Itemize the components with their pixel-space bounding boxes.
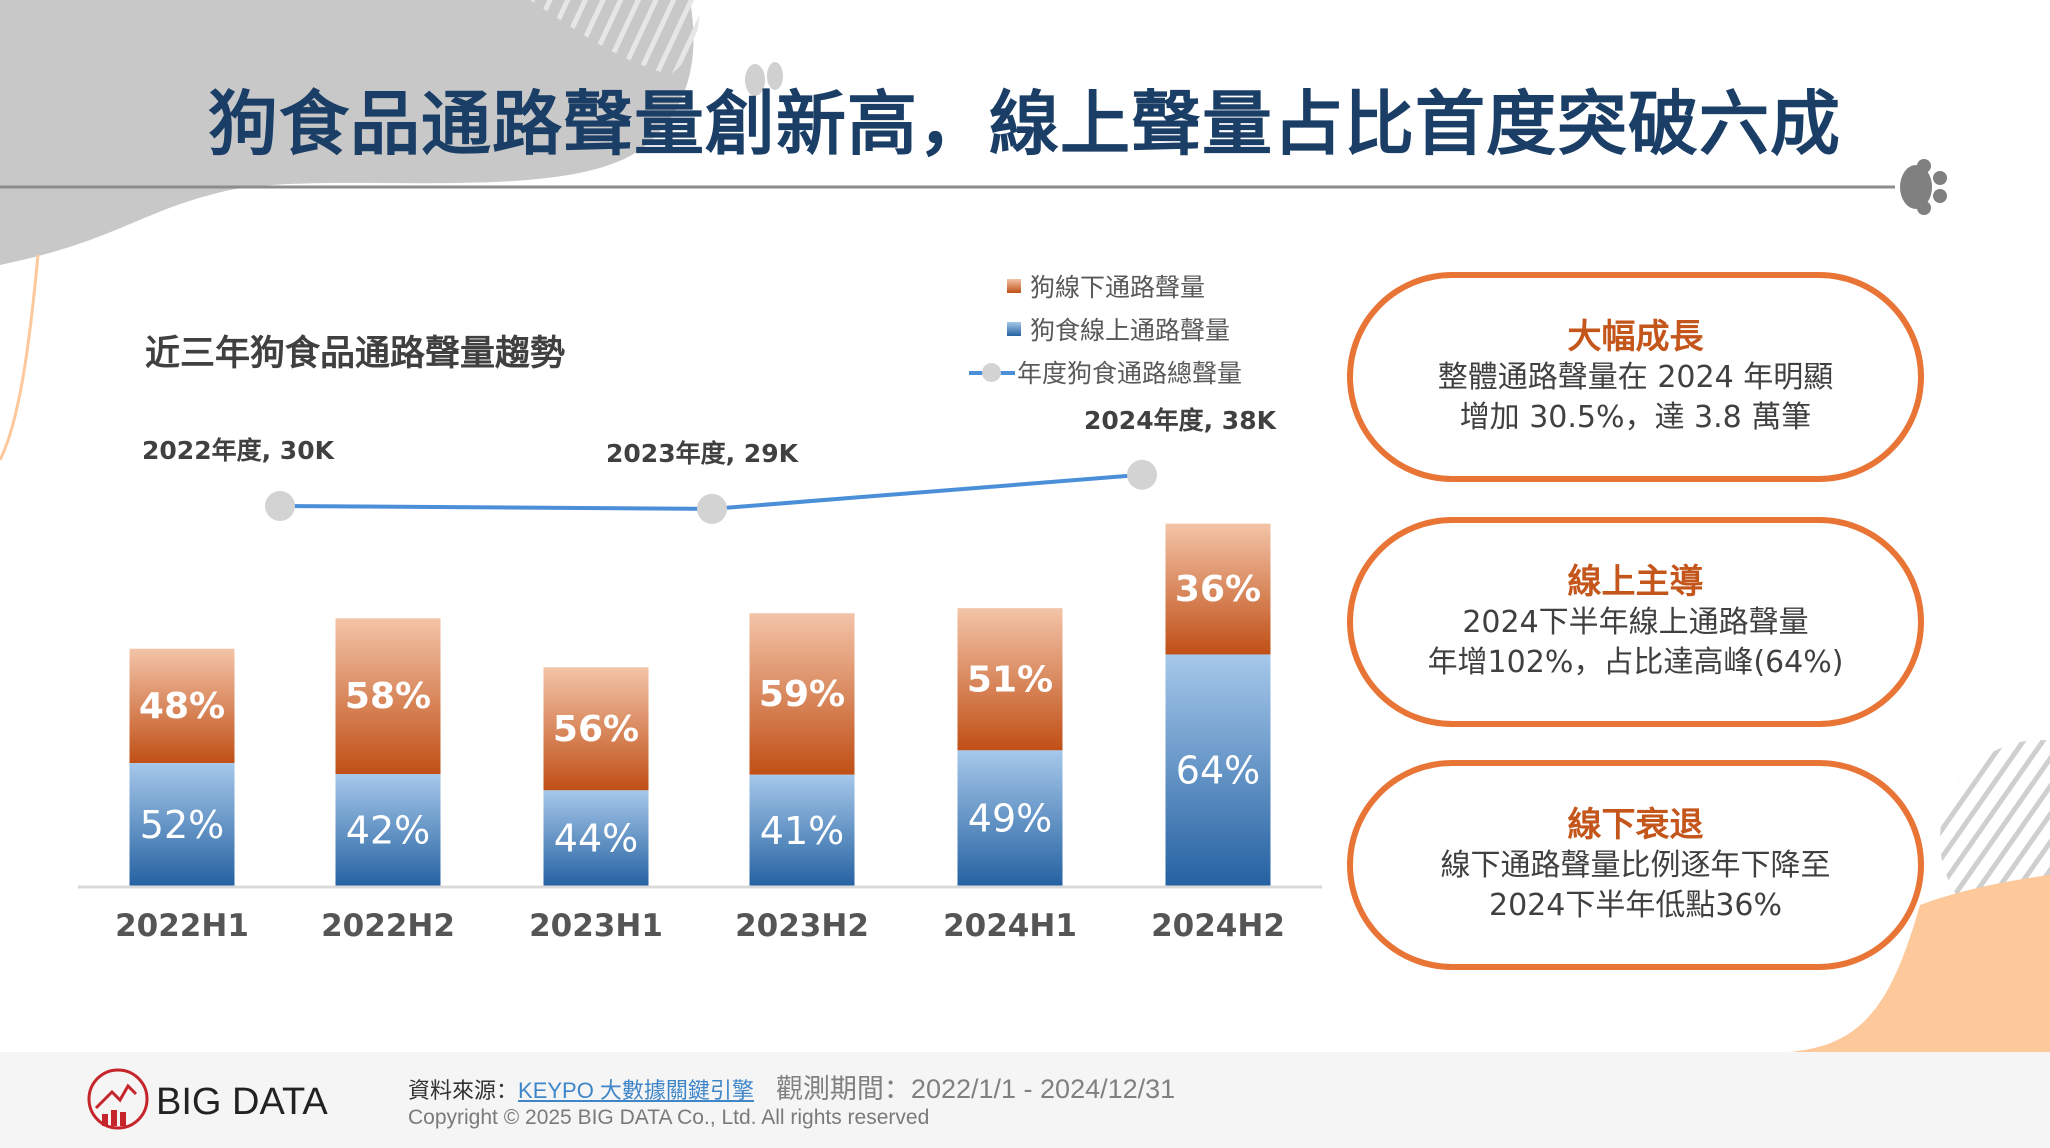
source-link[interactable]: KEYPO 大數據關鍵引擎 <box>518 1078 754 1103</box>
bar-online-2023H2 <box>749 774 855 887</box>
card-line: 增加 30.5%，達 3.8 萬筆 <box>1459 400 1812 435</box>
line-point-2022 <box>265 491 295 521</box>
footer <box>0 1052 2050 1148</box>
gray-blob <box>0 0 694 265</box>
legend-item-offline: 狗線下通路聲量 <box>975 264 1242 307</box>
bar-offline-2022H1 <box>129 648 235 764</box>
data-label-online: 64% <box>1176 749 1260 793</box>
data-label-offline: 58% <box>345 676 431 717</box>
x-tick-label: 2023H2 <box>735 908 869 944</box>
data-label-online: 49% <box>968 797 1052 841</box>
gray-blob-hatch <box>530 0 700 75</box>
chart-legend: 狗線下通路聲量 狗食線上通路聲量 年度狗食通路總聲量 <box>969 264 1242 393</box>
data-label-offline: 56% <box>553 709 639 750</box>
insight-card-growth: 大幅成長 整體通路聲量在 2024 年明顯 增加 30.5%，達 3.8 萬筆 <box>1347 272 1924 482</box>
data-label-offline: 36% <box>1175 569 1261 610</box>
legend-item-total: 年度狗食通路總聲量 <box>969 350 1242 393</box>
insight-card-offline: 線下衰退 線下通路聲量比例逐年下降至 2024下半年低點36% <box>1347 760 1924 970</box>
faded-paw-icon <box>745 62 783 96</box>
insight-card-online: 線上主導 2024下半年線上通路聲量 年增102%，占比達高峰(64%) <box>1347 517 1924 727</box>
logo-text: BIG DATA <box>156 1081 328 1123</box>
card-title: 線上主導 <box>1567 562 1704 602</box>
line-data-label: 2024年度, 38K <box>1084 406 1278 435</box>
legend-label-online: 狗食線上通路聲量 <box>1030 315 1231 345</box>
source-label: 資料來源： <box>408 1078 519 1103</box>
card-title: 大幅成長 <box>1567 317 1704 357</box>
bar-offline-2022H2 <box>335 618 441 775</box>
data-label-offline: 48% <box>139 686 225 727</box>
data-label-offline: 51% <box>967 659 1053 700</box>
orange-thin-curve <box>0 254 40 461</box>
legend-item-online: 狗食線上通路聲量 <box>975 307 1242 350</box>
card-line: 2024下半年低點36% <box>1488 888 1783 923</box>
data-label-online: 52% <box>140 803 224 847</box>
data-label-online: 44% <box>554 817 638 861</box>
data-label-online: 41% <box>760 809 844 853</box>
line-data-label: 2022年度, 30K <box>142 436 336 465</box>
x-tick-label: 2024H1 <box>943 908 1077 944</box>
card-line: 線下通路聲量比例逐年下降至 <box>1440 848 1831 883</box>
x-tick-label: 2022H2 <box>321 908 455 944</box>
legend-line-marker <box>969 362 1015 382</box>
card-line: 年增102%，占比達高峰(64%) <box>1427 645 1844 680</box>
data-label-online: 42% <box>346 809 430 853</box>
x-tick-label: 2022H1 <box>115 908 249 944</box>
legend-swatch-offline <box>1007 278 1021 293</box>
bar-offline-2023H2 <box>749 613 855 775</box>
legend-swatch-online <box>1007 321 1021 336</box>
legend-label-total: 年度狗食通路總聲量 <box>1017 358 1243 388</box>
bar-online-2024H1 <box>957 750 1063 887</box>
paw-icon <box>1900 159 1947 215</box>
data-label-offline: 59% <box>759 674 845 715</box>
line-data-label: 2023年度, 29K <box>606 439 800 468</box>
observation-period: 觀測期間：2022/1/1 - 2024/12/31 <box>775 1074 1176 1104</box>
card-line: 2024下半年線上通路聲量 <box>1462 605 1809 640</box>
big-data-logo: BIG DATA <box>87 1068 328 1130</box>
card-title: 線下衰退 <box>1567 805 1704 845</box>
copyright: Copyright © 2025 BIG DATA Co., Ltd. All … <box>408 1106 930 1129</box>
bar-online-2022H2 <box>335 774 441 887</box>
x-tick-label: 2024H2 <box>1151 908 1285 944</box>
bar-offline-2023H1 <box>543 667 649 791</box>
page-title: 狗食品通路聲量創新高，線上聲量占比首度突破六成 <box>208 83 1841 165</box>
chart-title: 近三年狗食品通路聲量趨勢 <box>145 334 566 374</box>
line-point-2023 <box>697 493 727 524</box>
line-point-2024 <box>1127 459 1157 490</box>
card-line: 整體通路聲量在 2024 年明顯 <box>1437 360 1834 395</box>
bar-online-2023H1 <box>543 790 649 887</box>
source-line: 資料來源：KEYPO 大數據關鍵引擎 觀測期間：2022/1/1 - 2024/1… <box>408 1067 1175 1106</box>
stacked-bar-chart: 48% 52% 58% 42% 56% 44% 59% 41% 51% 49% 36% 64% 202… <box>78 406 1322 944</box>
legend-label-offline: 狗線下通路聲量 <box>1030 272 1206 302</box>
bar-online-2022H1 <box>129 763 235 887</box>
bar-offline-2024H1 <box>957 608 1063 751</box>
x-tick-label: 2023H1 <box>529 908 663 944</box>
orange-blob <box>1790 875 2050 1052</box>
bar-offline-2024H2 <box>1165 523 1271 655</box>
bar-online-2024H2 <box>1165 654 1271 887</box>
